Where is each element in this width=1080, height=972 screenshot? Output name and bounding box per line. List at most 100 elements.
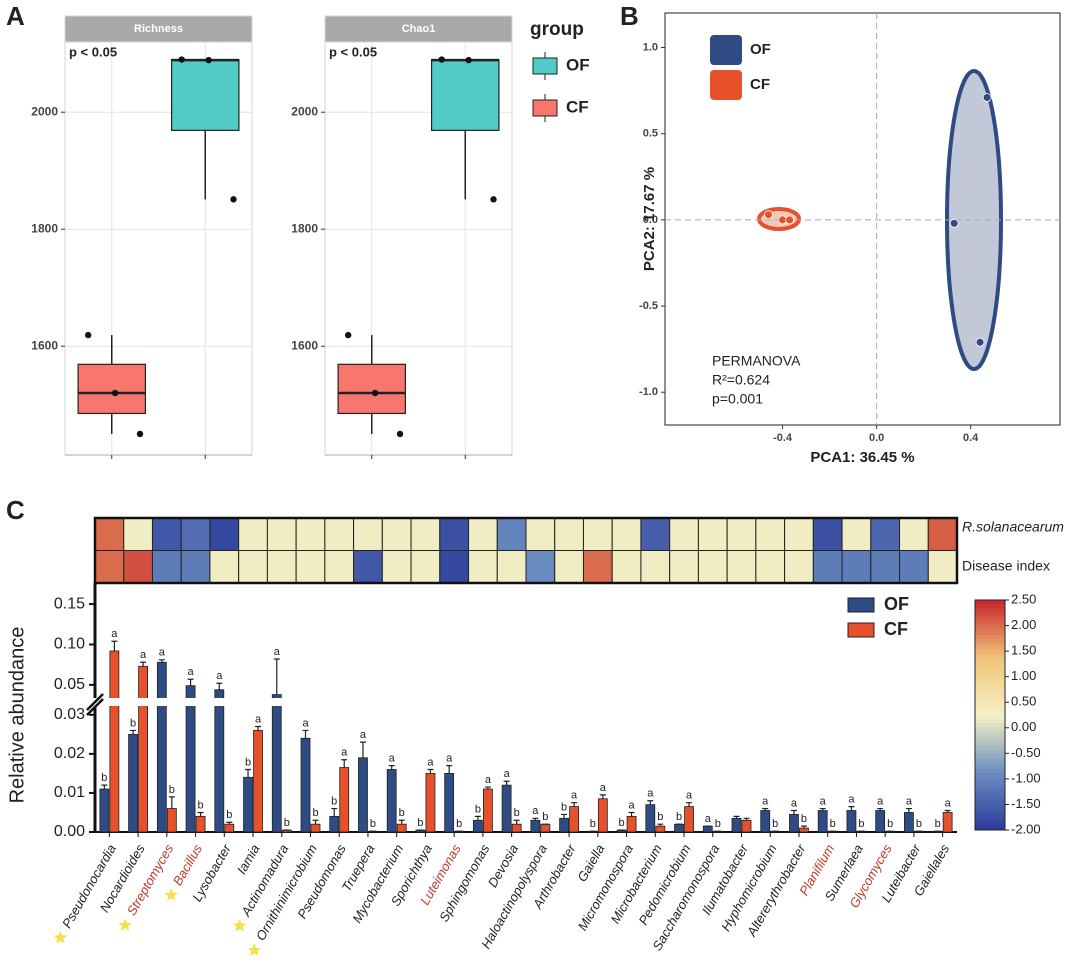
colorbar-step [975, 822, 1005, 827]
colorbar-step [975, 738, 1005, 743]
colorbar-step [975, 734, 1005, 739]
strip [324, 15, 513, 43]
bar [626, 815, 637, 833]
heat-cell [496, 550, 527, 584]
error-bar [819, 807, 826, 811]
heat-cell [726, 517, 757, 551]
y-tick-label: 2000 [31, 104, 58, 118]
error-bar [484, 786, 491, 790]
legend-key [710, 70, 742, 100]
heat-cell [123, 517, 153, 551]
bar [185, 685, 196, 833]
colorbar-label: 2.50 [1011, 591, 1036, 606]
x-tick-label: 0.0 [869, 432, 884, 444]
legend-label: CF [750, 76, 770, 93]
bar [339, 767, 350, 833]
significance-letter: b [514, 807, 520, 819]
point [371, 389, 379, 397]
panel-label: B [620, 1, 639, 31]
colorbar-step [975, 761, 1005, 766]
error-bar [513, 819, 520, 825]
error-bar [743, 817, 750, 821]
significance-letter: a [485, 774, 492, 786]
bar [817, 810, 828, 833]
strip-title: Chao1 [402, 23, 436, 35]
star [53, 930, 67, 944]
heat-cell [812, 517, 843, 551]
star [247, 943, 261, 956]
error-bar [628, 811, 635, 817]
error-bar [312, 819, 319, 825]
x-tick-label: Iamia [234, 842, 263, 877]
legend-key [710, 35, 742, 65]
error-bar [359, 741, 366, 758]
box [77, 363, 147, 415]
significance-letter: b [830, 818, 836, 830]
significance-letter: b [561, 801, 567, 813]
row-label: Disease index [962, 558, 1050, 574]
bar [741, 819, 752, 833]
heat-cell [151, 550, 182, 584]
bar [846, 810, 857, 833]
heat-cell [381, 517, 412, 551]
significance-letter: b [676, 811, 682, 823]
heat-cell [841, 550, 872, 584]
error-bar [140, 661, 147, 667]
significance-letter: b [475, 803, 481, 815]
heat-cell [582, 517, 613, 551]
colorbar-step [975, 692, 1005, 697]
error-bar [944, 809, 951, 813]
significance-letter: a [906, 795, 913, 807]
error-bar [800, 825, 807, 829]
colorbar-step [975, 672, 1005, 678]
heat-cell [209, 550, 240, 584]
colorbar-label: 1.50 [1011, 643, 1036, 658]
heat-cell [784, 517, 814, 551]
significance-letter: a [159, 647, 166, 659]
error-bar [111, 640, 118, 651]
colorbar-step [975, 757, 1005, 762]
bar [569, 806, 579, 833]
bar [224, 823, 235, 833]
colorbar-step [975, 768, 1005, 773]
annotation: p=0.001 [712, 391, 763, 407]
x-tick-label: 0.4 [963, 432, 979, 444]
error-bar [503, 780, 510, 786]
error-bar [388, 764, 395, 770]
heat-cell [353, 550, 383, 584]
significance-letter: a [389, 753, 396, 765]
heat-cell [238, 517, 268, 551]
colorbar-step [975, 649, 1005, 655]
colorbar-step [975, 818, 1005, 823]
colorbar-step [975, 707, 1005, 712]
colorbar-step [975, 784, 1005, 789]
significance-letter: a [427, 756, 434, 768]
heat-cell [266, 550, 297, 584]
significance-letter: a [705, 813, 712, 825]
heat-cell [899, 550, 929, 584]
significance-letter: b [590, 818, 596, 830]
significance-letter: a [341, 747, 348, 759]
bar [310, 823, 321, 833]
error-bar [571, 802, 578, 807]
colorbar-step [975, 626, 1005, 632]
bar [329, 815, 340, 833]
bar [166, 808, 177, 833]
bar [243, 776, 253, 833]
heat-cell [439, 517, 470, 551]
heat-cell [927, 550, 958, 584]
significance-letter: b [198, 799, 204, 811]
heat-cell [582, 550, 613, 584]
heat-cell [525, 550, 556, 584]
heat-cell [468, 550, 498, 584]
significance-letter: a [791, 797, 798, 809]
colorbar-frame [974, 599, 1006, 831]
significance-letter: b [312, 807, 318, 819]
heat-cell [295, 517, 326, 551]
colorbar-step [975, 745, 1005, 750]
point [975, 337, 985, 347]
y-axis-label: Relative abundance [6, 627, 28, 804]
bar [540, 823, 551, 833]
y-axis-label: PCA2: 17.67 % [641, 167, 658, 271]
